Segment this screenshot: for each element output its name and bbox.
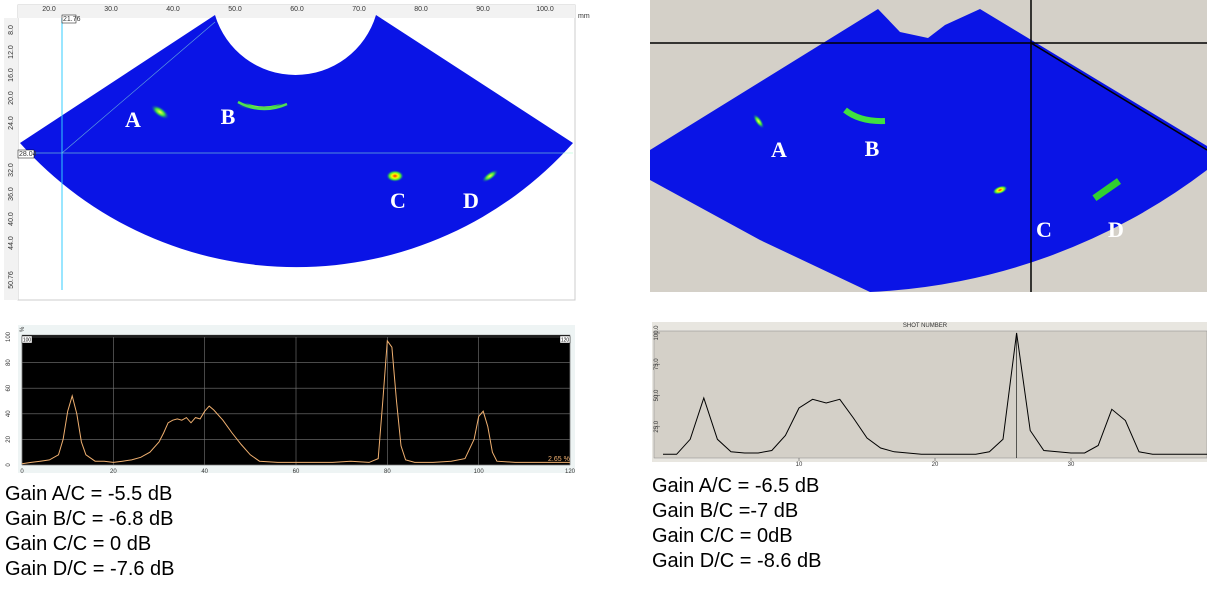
y-unit: % <box>20 326 26 332</box>
ruler-label: 32.0 <box>8 163 15 177</box>
figure-canvas: A B C D A B C D 20.0 30.0 40.0 50.0 60.0 70.0 80.0 90.0… <box>0 0 1207 592</box>
y-tick-label: 60 <box>6 384 12 391</box>
reflector-label: B <box>221 104 236 129</box>
cursor-label: 28.04 <box>19 151 37 158</box>
gain-text: Gain C/C = 0dB <box>652 524 822 549</box>
ruler-label: 20.0 <box>8 91 15 105</box>
reflector-label: A <box>125 107 141 132</box>
y-tick-label: 100 <box>6 331 12 342</box>
left-ruler <box>4 18 18 300</box>
reflector-label: C <box>390 188 406 213</box>
x-tick-label: 20 <box>932 462 939 468</box>
x-tick-label: 80 <box>384 469 391 475</box>
reflector-label: D <box>1108 217 1124 242</box>
y-tick-label: 50.0 <box>654 389 660 401</box>
x-tick-label: 30 <box>1068 462 1075 468</box>
reflector-label: A <box>771 137 787 162</box>
reflector <box>386 170 404 182</box>
corner-label: 100 <box>23 338 32 344</box>
ruler-label: 80.0 <box>414 6 428 13</box>
ruler-label: 8.0 <box>8 25 15 35</box>
ruler-label: 50.76 <box>8 271 15 289</box>
y-tick-label: 40 <box>6 410 12 417</box>
figure: A B C D A B C D 20.0 30.0 40.0 50.0 60.0 70.0 80.0 90.0… <box>0 0 1207 592</box>
gain-text: Gain A/C = -6.5 dB <box>652 474 822 499</box>
x-tick-label: 10 <box>796 462 803 468</box>
ruler-label: 60.0 <box>290 6 304 13</box>
y-tick-label: 0 <box>6 463 12 467</box>
ruler-label: 20.0 <box>42 6 56 13</box>
gain-text: Gain B/C = -6.8 dB <box>5 507 175 532</box>
right-scan <box>650 0 1207 292</box>
ruler-label: 40.0 <box>8 212 15 226</box>
ruler-label: 70.0 <box>352 6 366 13</box>
ruler-label: 100.0 <box>536 6 554 13</box>
ruler-label: 36.0 <box>8 187 15 201</box>
ruler-label: 40.0 <box>166 6 180 13</box>
x-tick-label: 20 <box>110 469 117 475</box>
x-tick-label: 60 <box>293 469 300 475</box>
ruler-label: 90.0 <box>476 6 490 13</box>
x-tick-label: 120 <box>565 469 576 475</box>
plot-area <box>654 331 1207 458</box>
y-tick-label: 100.0 <box>654 325 660 341</box>
y-tick-label: 75.0 <box>654 358 660 370</box>
ruler-label: 50.0 <box>228 6 242 13</box>
cursor-label: 21.76 <box>63 16 81 23</box>
ruler-label: 12.0 <box>8 45 15 59</box>
ruler-unit: mm <box>578 13 590 20</box>
left-scan <box>4 5 575 300</box>
gain-text: Gain D/C = -8.6 dB <box>652 549 822 574</box>
annotation: 2.65 % <box>548 456 570 463</box>
y-tick-label: 20 <box>6 435 12 442</box>
ruler-label: 44.0 <box>8 236 15 250</box>
corner-label: 120 <box>561 338 570 344</box>
y-tick-label: 80 <box>6 359 12 366</box>
ruler-label: 16.0 <box>8 68 15 82</box>
ruler-label: 30.0 <box>104 6 118 13</box>
reflector-label: C <box>1036 217 1052 242</box>
gain-text: Gain C/C = 0 dB <box>5 532 175 557</box>
gain-text: Gain D/C = -7.6 dB <box>5 557 175 582</box>
reflector-label: D <box>463 188 479 213</box>
chart-title: SHOT NUMBER <box>903 323 948 329</box>
x-tick-label: 40 <box>201 469 208 475</box>
x-tick-label: 100 <box>474 469 485 475</box>
y-tick-label: 25.0 <box>654 420 660 432</box>
ruler-label: 24.0 <box>8 116 15 130</box>
gain-text: Gain B/C =-7 dB <box>652 499 822 524</box>
reflector-label: B <box>865 136 880 161</box>
gain-text: Gain A/C = -5.5 dB <box>5 482 175 507</box>
